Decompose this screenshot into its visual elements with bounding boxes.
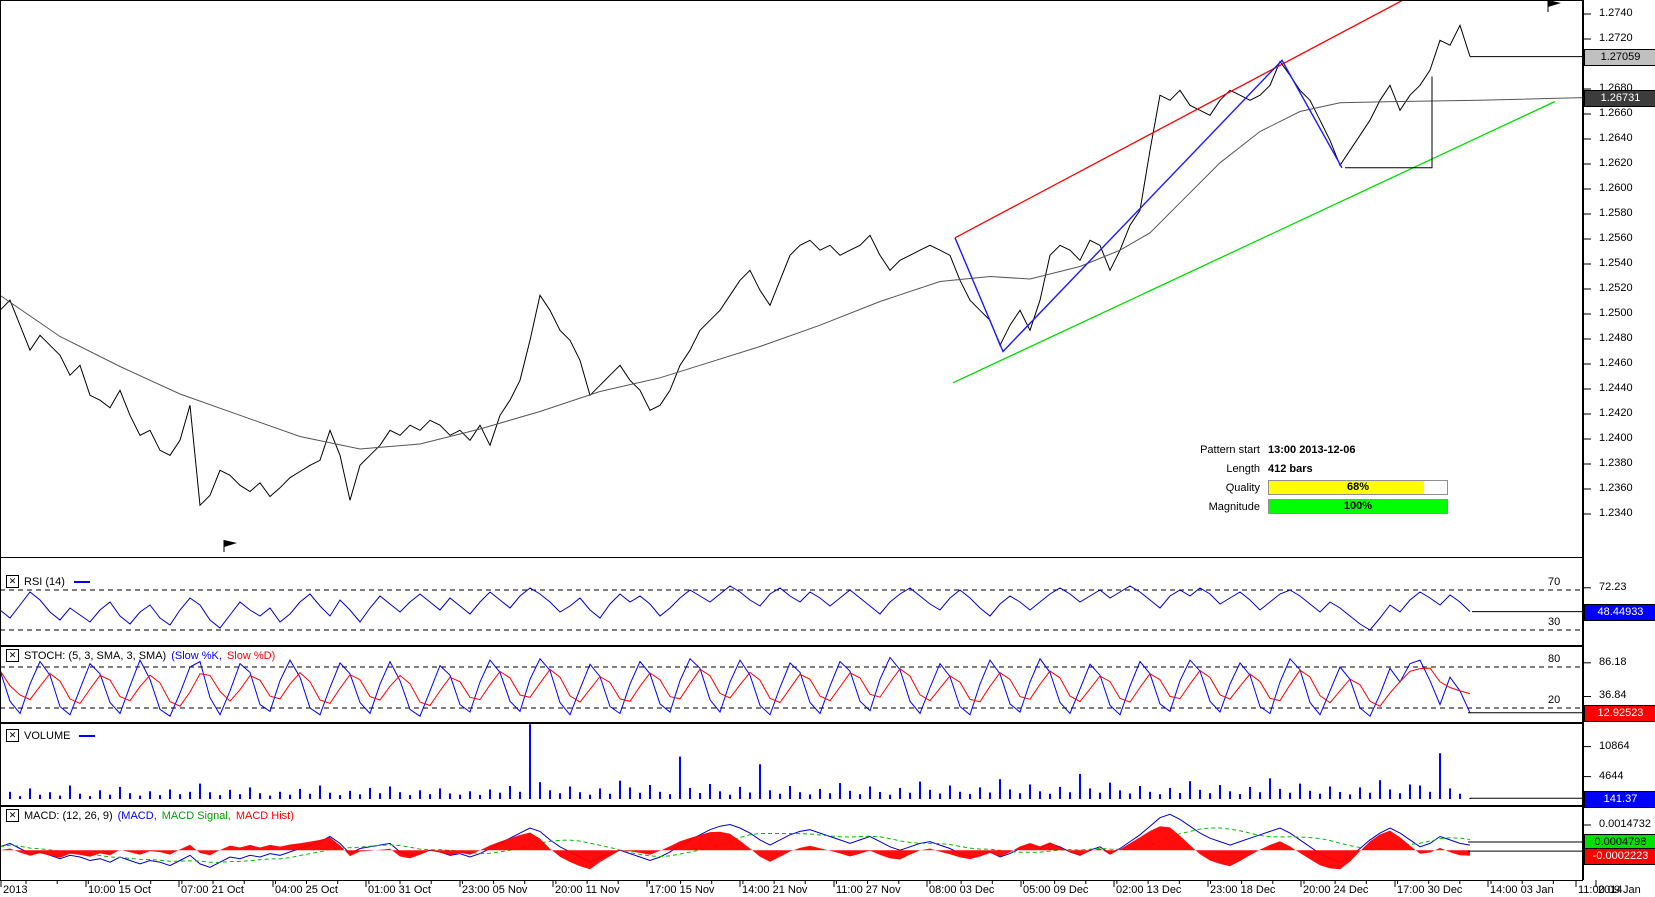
stoch-series-group xyxy=(0,656,1583,717)
stoch-checkbox-icon[interactable]: ✕ xyxy=(6,649,19,662)
rsi-label: RSI (14) xyxy=(24,575,65,588)
stoch-panel-header: ✕ STOCH: (5, 3, SMA, 3, SMA) (Slow %K, S… xyxy=(6,649,275,662)
rsi-checkbox-icon[interactable]: ✕ xyxy=(6,575,19,588)
magnitude-progress-bar: 100% xyxy=(1268,499,1448,514)
pattern-start-row: Pattern start 13:00 2013-12-06 xyxy=(1160,440,1448,459)
pattern-info-panel: Pattern start 13:00 2013-12-06 Length 41… xyxy=(1160,440,1448,516)
pattern-quality-row: Quality 68% xyxy=(1160,478,1448,497)
macd-hist-area xyxy=(0,826,1470,870)
volume-series-group xyxy=(0,724,1471,799)
macd-label: MACD: (12, 26, 9) xyxy=(24,809,113,822)
pattern-start-value: 13:00 2013-12-06 xyxy=(1268,443,1356,456)
rsi-series-group xyxy=(0,585,1583,631)
rsi-series xyxy=(0,585,1471,631)
flag-marker-icon xyxy=(1547,0,1561,12)
quality-progress-bar: 68% xyxy=(1268,480,1448,495)
magnitude-percent-text: 100% xyxy=(1343,500,1373,512)
stoch-d-series xyxy=(0,667,1471,707)
volume-panel-border xyxy=(0,723,1583,806)
macd-line-legend: (MACD, xyxy=(117,809,157,822)
pattern-quality-label: Quality xyxy=(1225,481,1260,494)
rsi-panel-border xyxy=(0,557,1583,646)
pattern-magnitude-row: Magnitude 100% xyxy=(1160,497,1448,516)
volume-bars xyxy=(0,724,1471,799)
pattern-length-value: 412 bars xyxy=(1268,462,1313,475)
macd-checkbox-icon[interactable]: ✕ xyxy=(6,809,19,822)
pattern-start-label: Pattern start xyxy=(1200,443,1260,456)
blue-pattern-zigzag xyxy=(954,59,1343,353)
price-series xyxy=(0,23,1471,507)
green-trendline xyxy=(952,100,1556,384)
flag-marker-icon xyxy=(223,540,237,552)
pattern-length-label: Length xyxy=(1226,462,1260,475)
stoch-k-legend: (Slow %K, xyxy=(171,649,222,662)
stoch-d-legend: Slow %D) xyxy=(226,649,276,662)
red-trendline xyxy=(954,0,1405,239)
price-series-group xyxy=(0,0,1583,507)
volume-label: VOLUME xyxy=(24,729,71,742)
price-ma xyxy=(0,97,1583,450)
quality-bar-fill xyxy=(1269,481,1424,494)
volume-legend-swatch-icon xyxy=(79,734,96,737)
macd-signal-legend: MACD Signal, xyxy=(161,809,231,822)
magnitude-bar-fill xyxy=(1269,500,1447,513)
stoch-panel-border xyxy=(0,646,1583,723)
pattern-magnitude-label: Magnitude xyxy=(1208,500,1260,513)
quality-percent-text: 68% xyxy=(1346,481,1370,493)
stoch-k-series xyxy=(0,656,1471,717)
pattern-length-row: Length 412 bars xyxy=(1160,459,1448,478)
stoch-label: STOCH: (5, 3, SMA, 3, SMA) xyxy=(24,649,167,662)
volume-checkbox-icon[interactable]: ✕ xyxy=(6,729,19,742)
rsi-panel-header: ✕ RSI (14) xyxy=(6,575,90,588)
macd-series xyxy=(0,813,1471,868)
macd-panel-header: ✕ MACD: (12, 26, 9) (MACD, MACD Signal, … xyxy=(6,809,294,822)
macd-panel-border xyxy=(0,806,1583,881)
macd-hist-legend: MACD Hist) xyxy=(235,809,294,822)
macd-series-group xyxy=(0,813,1471,870)
rsi-legend-swatch-icon xyxy=(73,580,90,583)
volume-panel-header: ✕ VOLUME xyxy=(6,729,96,742)
step-line xyxy=(1345,76,1433,169)
